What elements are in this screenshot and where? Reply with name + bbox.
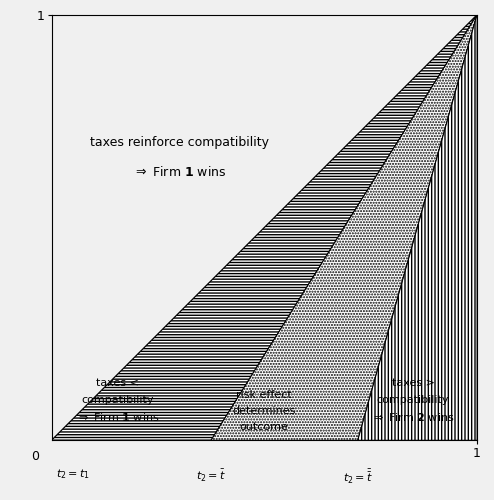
Text: compatibility: compatibility	[377, 394, 449, 404]
Polygon shape	[211, 15, 477, 440]
Text: 0: 0	[31, 450, 39, 464]
Polygon shape	[52, 15, 477, 440]
Text: determines: determines	[233, 406, 296, 416]
Text: $\Rightarrow$ Firm $\mathbf{1}$ wins: $\Rightarrow$ Firm $\mathbf{1}$ wins	[132, 165, 226, 180]
Text: taxes <: taxes <	[96, 378, 139, 388]
Text: $t_2 = \bar{\bar{t}}$: $t_2 = \bar{\bar{t}}$	[343, 468, 373, 486]
Text: $\Rightarrow$ Firm $\mathbf{2}$ wins: $\Rightarrow$ Firm $\mathbf{2}$ wins	[371, 410, 455, 422]
Text: $t_2 = \bar{t}$: $t_2 = \bar{t}$	[196, 468, 226, 483]
Text: taxes >: taxes >	[392, 378, 435, 388]
Text: $\Rightarrow$ Firm $\mathbf{1}$ wins: $\Rightarrow$ Firm $\mathbf{1}$ wins	[76, 410, 160, 422]
Polygon shape	[358, 15, 477, 440]
Text: outcome: outcome	[240, 422, 288, 432]
Text: compatibility: compatibility	[82, 394, 154, 404]
Text: taxes reinforce compatibility: taxes reinforce compatibility	[90, 136, 269, 149]
Text: $t_2 = t_1$: $t_2 = t_1$	[56, 468, 90, 481]
Text: risk effect: risk effect	[237, 390, 292, 400]
